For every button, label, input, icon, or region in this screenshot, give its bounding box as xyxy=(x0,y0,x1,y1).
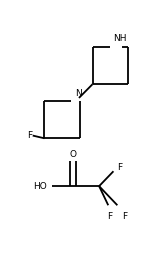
Text: HO: HO xyxy=(33,182,47,191)
Text: F: F xyxy=(28,131,33,140)
Text: F: F xyxy=(123,212,128,221)
Text: F: F xyxy=(107,212,112,221)
Text: O: O xyxy=(70,150,77,158)
Text: NH: NH xyxy=(113,34,127,43)
Text: F: F xyxy=(117,163,122,171)
Text: N: N xyxy=(76,89,82,98)
